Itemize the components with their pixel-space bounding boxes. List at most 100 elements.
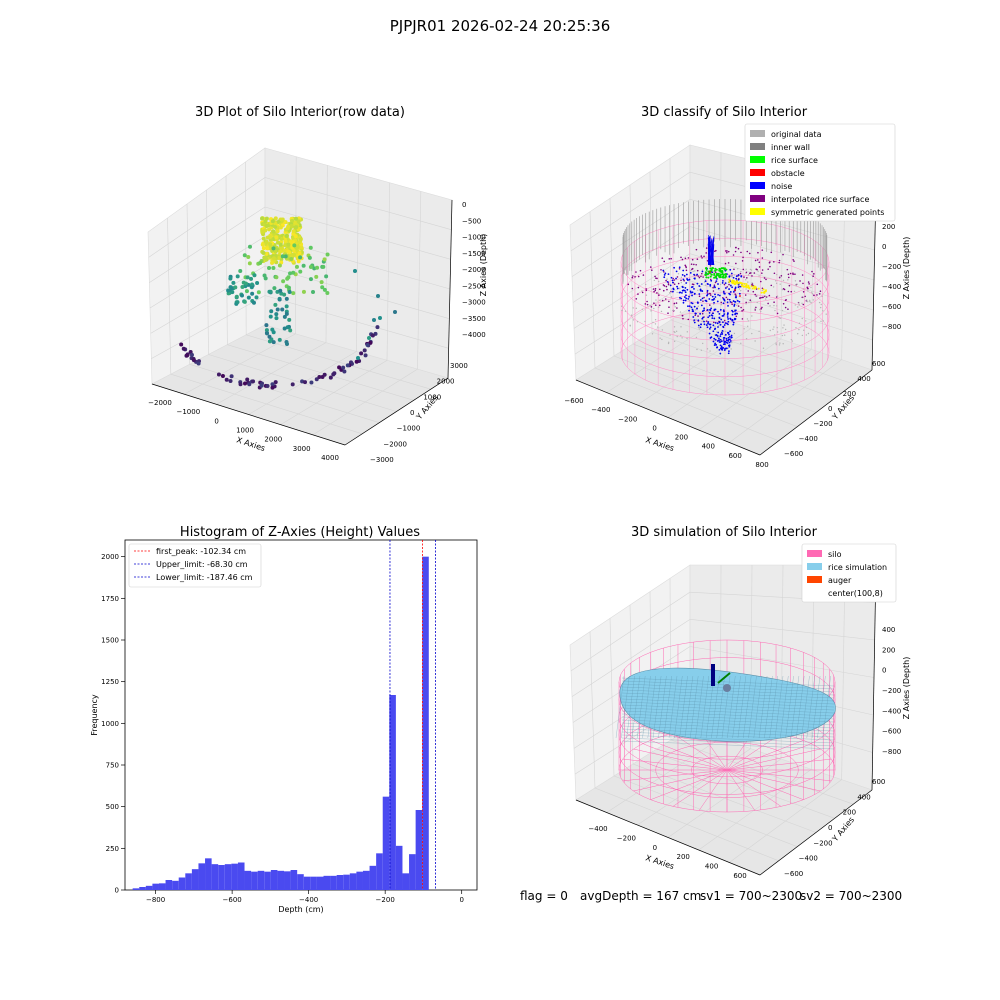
chart-3-y-tick-label: 1750 bbox=[101, 595, 119, 603]
chart-1-point bbox=[363, 353, 368, 358]
chart-2-point bbox=[704, 273, 707, 276]
chart-2-point bbox=[675, 302, 678, 304]
chart-2-point bbox=[693, 293, 696, 295]
chart-2-point bbox=[708, 332, 711, 335]
chart-2-point bbox=[778, 259, 781, 262]
chart-2-point bbox=[690, 286, 693, 289]
chart-1-point bbox=[261, 250, 266, 255]
chart-2-point bbox=[805, 320, 807, 322]
chart-2-point bbox=[641, 291, 644, 294]
chart-1-point bbox=[325, 290, 330, 295]
chart-1-point bbox=[269, 309, 274, 314]
chart-2-point bbox=[773, 334, 776, 336]
chart-2-point bbox=[705, 276, 708, 279]
chart-2-point bbox=[747, 274, 750, 276]
chart-2-point bbox=[732, 254, 735, 256]
chart-1-point bbox=[289, 218, 294, 223]
chart-1-point bbox=[274, 235, 279, 240]
chart-2-point bbox=[708, 312, 711, 314]
chart-1-x-tick-label: 4000 bbox=[321, 454, 339, 462]
chart-2-point bbox=[719, 344, 722, 347]
chart-2-point bbox=[710, 269, 713, 272]
chart-1-grid-line bbox=[312, 368, 418, 436]
chart-2-point bbox=[719, 283, 722, 286]
chart-1-point bbox=[265, 246, 270, 251]
chart-2-point bbox=[794, 273, 796, 275]
chart-2-point bbox=[710, 306, 712, 308]
chart-2-point bbox=[742, 268, 745, 271]
chart-2-point bbox=[732, 281, 735, 284]
chart-1-point bbox=[260, 216, 265, 221]
chart-1-point bbox=[282, 314, 287, 319]
chart-2-point bbox=[654, 287, 657, 290]
chart-2-point bbox=[794, 284, 797, 286]
chart-2-point bbox=[709, 283, 712, 286]
chart-4-z-tick-label: −200 bbox=[882, 687, 901, 695]
chart-2-point bbox=[641, 290, 643, 292]
chart-1-point bbox=[285, 226, 290, 231]
chart-2-point bbox=[711, 317, 714, 320]
chart-2-point bbox=[740, 251, 742, 254]
chart-2-point bbox=[681, 289, 684, 292]
chart-2-point bbox=[635, 298, 638, 300]
chart-2-point bbox=[692, 316, 695, 318]
chart-1-point bbox=[368, 340, 373, 345]
chart-2-point bbox=[715, 268, 718, 271]
chart-2-point bbox=[645, 283, 647, 286]
chart-2-point bbox=[783, 324, 785, 326]
chart-2-point bbox=[664, 272, 667, 275]
chart-4-rice-mesh bbox=[822, 675, 831, 739]
chart-2-point bbox=[680, 281, 683, 284]
chart-2-point bbox=[738, 288, 741, 290]
chart-2-point bbox=[717, 283, 719, 285]
chart-2-point bbox=[767, 302, 769, 305]
chart-3-x-tick-label: −600 bbox=[223, 896, 242, 904]
chart-2-point bbox=[680, 279, 682, 282]
chart-2-point bbox=[703, 307, 706, 310]
chart-4-rice-mesh bbox=[621, 695, 835, 705]
chart-4-rice-mesh bbox=[621, 689, 835, 699]
chart-2-point bbox=[696, 273, 699, 276]
chart-4-rice-mesh bbox=[732, 675, 741, 739]
chart-4-rice-mesh bbox=[674, 675, 683, 739]
chart-2-point bbox=[760, 308, 763, 310]
chart-2-point bbox=[663, 271, 665, 273]
chart-1-point bbox=[230, 290, 235, 295]
chart-2-point bbox=[654, 319, 657, 321]
chart-2-point bbox=[782, 279, 785, 282]
chart-4-rice-mesh bbox=[753, 675, 762, 739]
chart-2-point bbox=[698, 328, 701, 330]
chart-2-point bbox=[717, 331, 720, 334]
chart-2-point bbox=[795, 327, 797, 329]
chart-2-point bbox=[692, 320, 695, 323]
chart-2-point bbox=[745, 301, 747, 304]
chart-1-point bbox=[255, 280, 260, 285]
chart-1-point bbox=[270, 382, 275, 387]
chart-2-point bbox=[686, 337, 688, 340]
chart-2-point bbox=[773, 261, 775, 263]
chart-2-point bbox=[712, 303, 715, 305]
chart-2-point bbox=[782, 302, 785, 305]
chart-1-point bbox=[281, 279, 286, 284]
chart-2-point bbox=[726, 250, 728, 252]
chart-1-point bbox=[283, 238, 288, 243]
chart-3-bar bbox=[349, 873, 357, 890]
chart-2-point bbox=[709, 275, 712, 278]
chart-2-point bbox=[801, 296, 804, 299]
chart-2-point bbox=[776, 305, 778, 307]
chart-3-bar bbox=[409, 854, 416, 890]
chart-2-point bbox=[822, 320, 824, 322]
chart-2-point bbox=[683, 289, 686, 292]
chart-2-point bbox=[685, 297, 688, 300]
chart-2-point bbox=[735, 246, 737, 249]
chart-2-point bbox=[672, 309, 675, 311]
chart-4-silo-radial bbox=[622, 769, 728, 782]
chart-4-rice-mesh bbox=[785, 675, 794, 739]
chart-3-bar bbox=[303, 876, 311, 890]
chart-4-rice-mesh bbox=[642, 675, 651, 739]
chart-2-point bbox=[682, 301, 685, 304]
chart-2-point bbox=[769, 305, 771, 307]
chart-1-point bbox=[233, 285, 238, 290]
chart-1-grid-line bbox=[264, 177, 452, 230]
chart-1-point bbox=[185, 353, 190, 358]
